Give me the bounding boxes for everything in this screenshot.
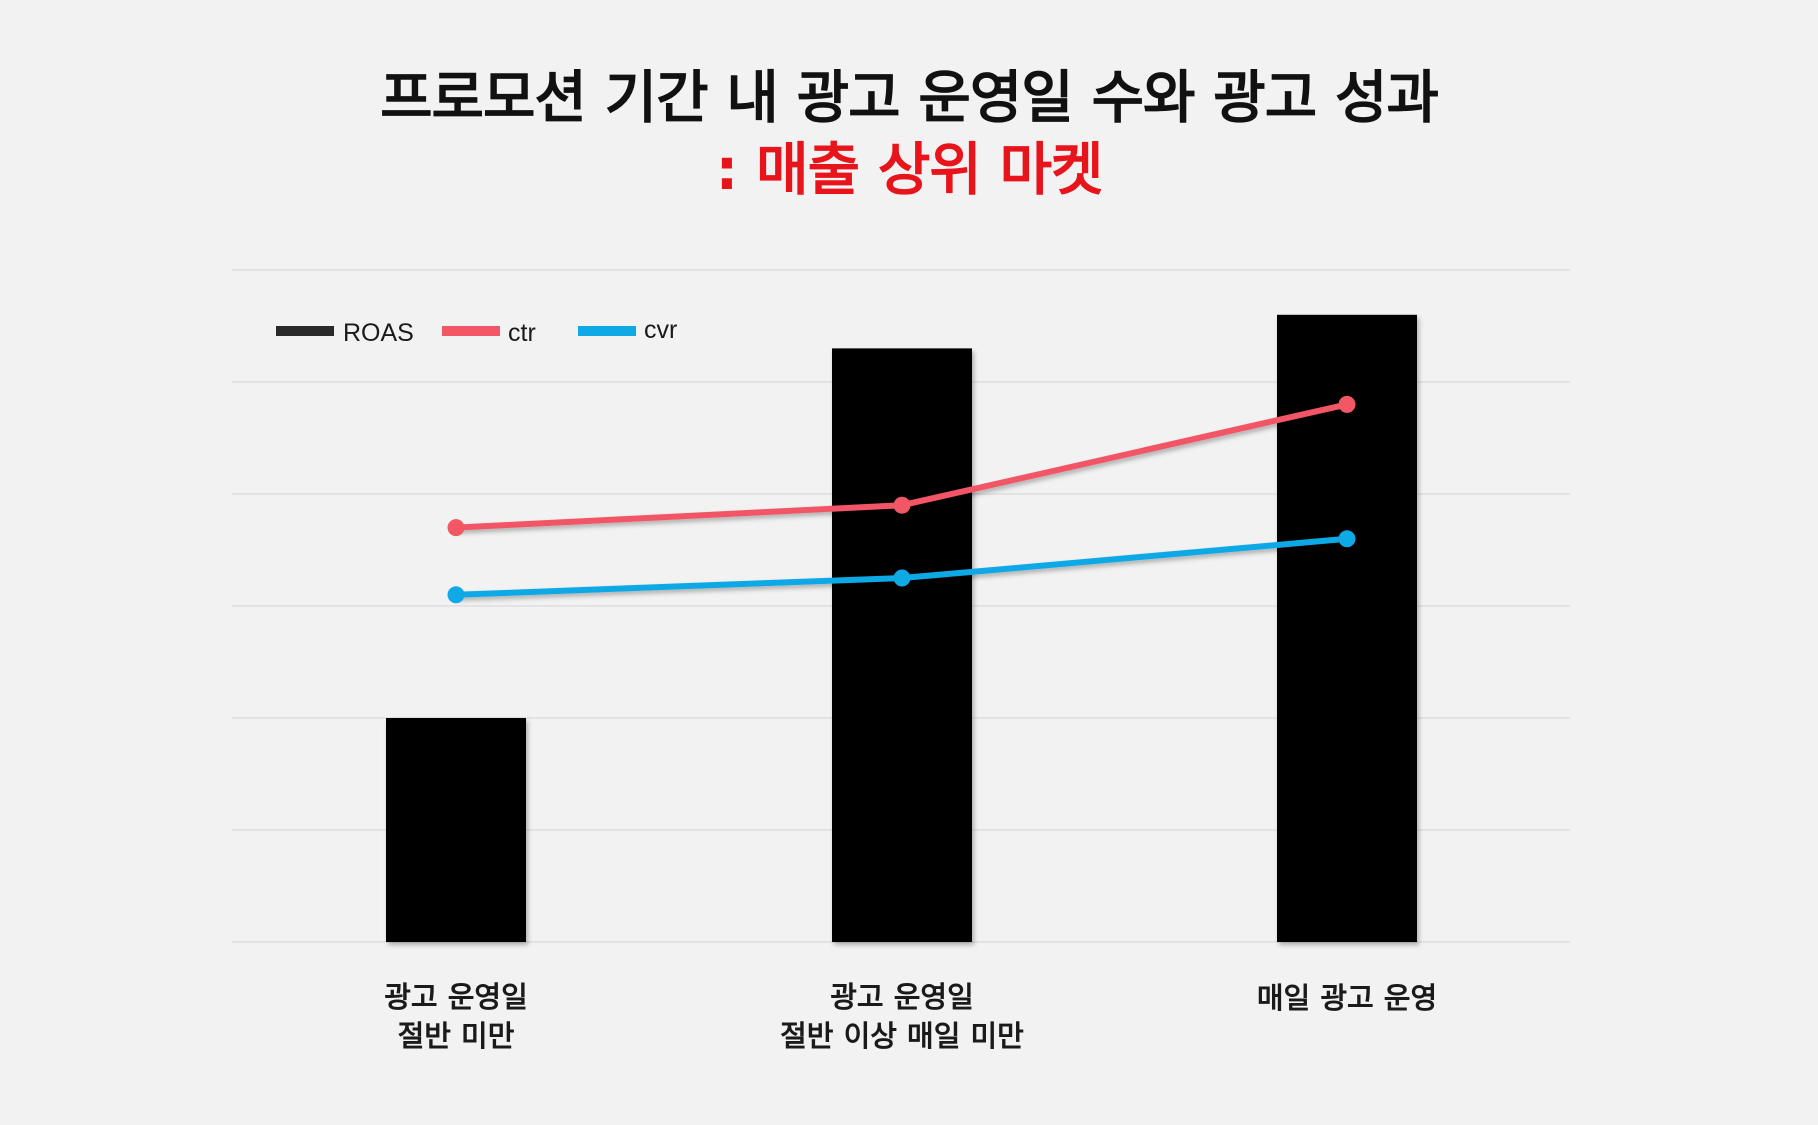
legend-swatch-ctr bbox=[442, 326, 500, 336]
legend-label-cvr: cvr bbox=[644, 316, 677, 344]
chart-title: 프로모션 기간 내 광고 운영일 수와 광고 성과 bbox=[380, 65, 1439, 131]
cvr-point-1 bbox=[893, 569, 911, 587]
rate-lines bbox=[447, 395, 1356, 604]
legend-swatch-roas bbox=[276, 326, 334, 336]
roas-bar-0 bbox=[386, 718, 526, 942]
x-tick-label-0-line-1: 절반 미만 bbox=[398, 1019, 515, 1053]
legend: ROAS ctr cvr bbox=[276, 316, 677, 347]
cvr-point-2 bbox=[1338, 530, 1356, 548]
roas-bar-1 bbox=[832, 348, 972, 942]
ctr-point-1 bbox=[893, 496, 911, 514]
cvr-point-0 bbox=[447, 586, 465, 604]
chart-title-block: 프로모션 기간 내 광고 운영일 수와 광고 성과 : 매출 상위 마켓 bbox=[0, 62, 1818, 206]
legend-label-ctr: ctr bbox=[508, 319, 536, 347]
x-tick-label-2-line-0: 매일 광고 운영 bbox=[1257, 981, 1437, 1015]
roas-bar-2 bbox=[1277, 314, 1417, 942]
ctr-point-0 bbox=[447, 519, 465, 537]
x-tick-label-2: 매일 광고 운영 bbox=[1257, 981, 1437, 1015]
legend-swatch-cvr bbox=[578, 326, 636, 336]
x-tick-label-0-line-0: 광고 운영일 bbox=[384, 980, 528, 1014]
x-tick-label-1-line-0: 광고 운영일 bbox=[830, 980, 974, 1014]
legend-label-roas: ROAS bbox=[343, 319, 414, 347]
x-tick-label-1-line-1: 절반 이상 매일 미만 bbox=[780, 1019, 1024, 1053]
chart-subtitle: : 매출 상위 마켓 bbox=[715, 137, 1104, 203]
ctr-point-2 bbox=[1338, 395, 1356, 413]
roas-bars bbox=[386, 314, 1417, 942]
